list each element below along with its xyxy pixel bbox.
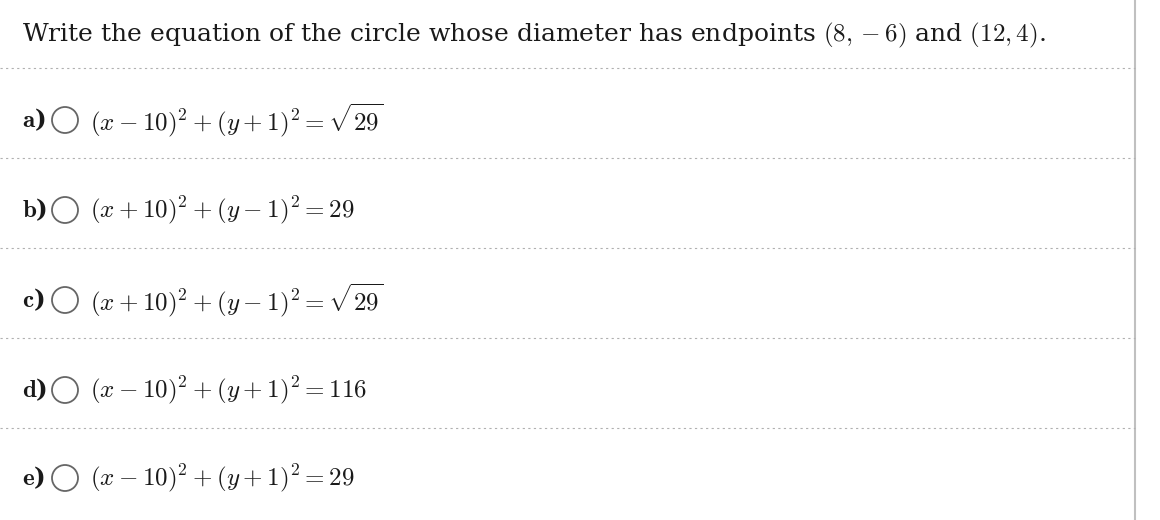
Text: $(x - 10)^2 + (y + 1)^2 = 29$: $(x - 10)^2 + (y + 1)^2 = 29$ (90, 462, 355, 494)
Text: $\mathbf{d}$): $\mathbf{d}$) (22, 376, 48, 404)
Text: $\mathbf{b}$): $\mathbf{b}$) (22, 197, 48, 223)
Text: $\mathbf{e}$): $\mathbf{e}$) (22, 465, 45, 491)
Text: Write the equation of the circle whose diameter has endpoints $(8, -6)$ and $(12: Write the equation of the circle whose d… (22, 20, 1045, 49)
Text: $\mathbf{a}$): $\mathbf{a}$) (22, 107, 45, 133)
Text: $\mathbf{c}$): $\mathbf{c}$) (22, 287, 44, 313)
Text: $(x - 10)^2 + (y + 1)^2 = 116$: $(x - 10)^2 + (y + 1)^2 = 116$ (90, 374, 367, 406)
Text: $(x + 10)^2 + (y - 1)^2 = \sqrt{29}$: $(x + 10)^2 + (y - 1)^2 = \sqrt{29}$ (90, 281, 383, 319)
Text: $(x - 10)^2 + (y + 1)^2 = \sqrt{29}$: $(x - 10)^2 + (y + 1)^2 = \sqrt{29}$ (90, 101, 383, 139)
Text: $(x + 10)^2 + (y - 1)^2 = 29$: $(x + 10)^2 + (y - 1)^2 = 29$ (90, 194, 355, 226)
